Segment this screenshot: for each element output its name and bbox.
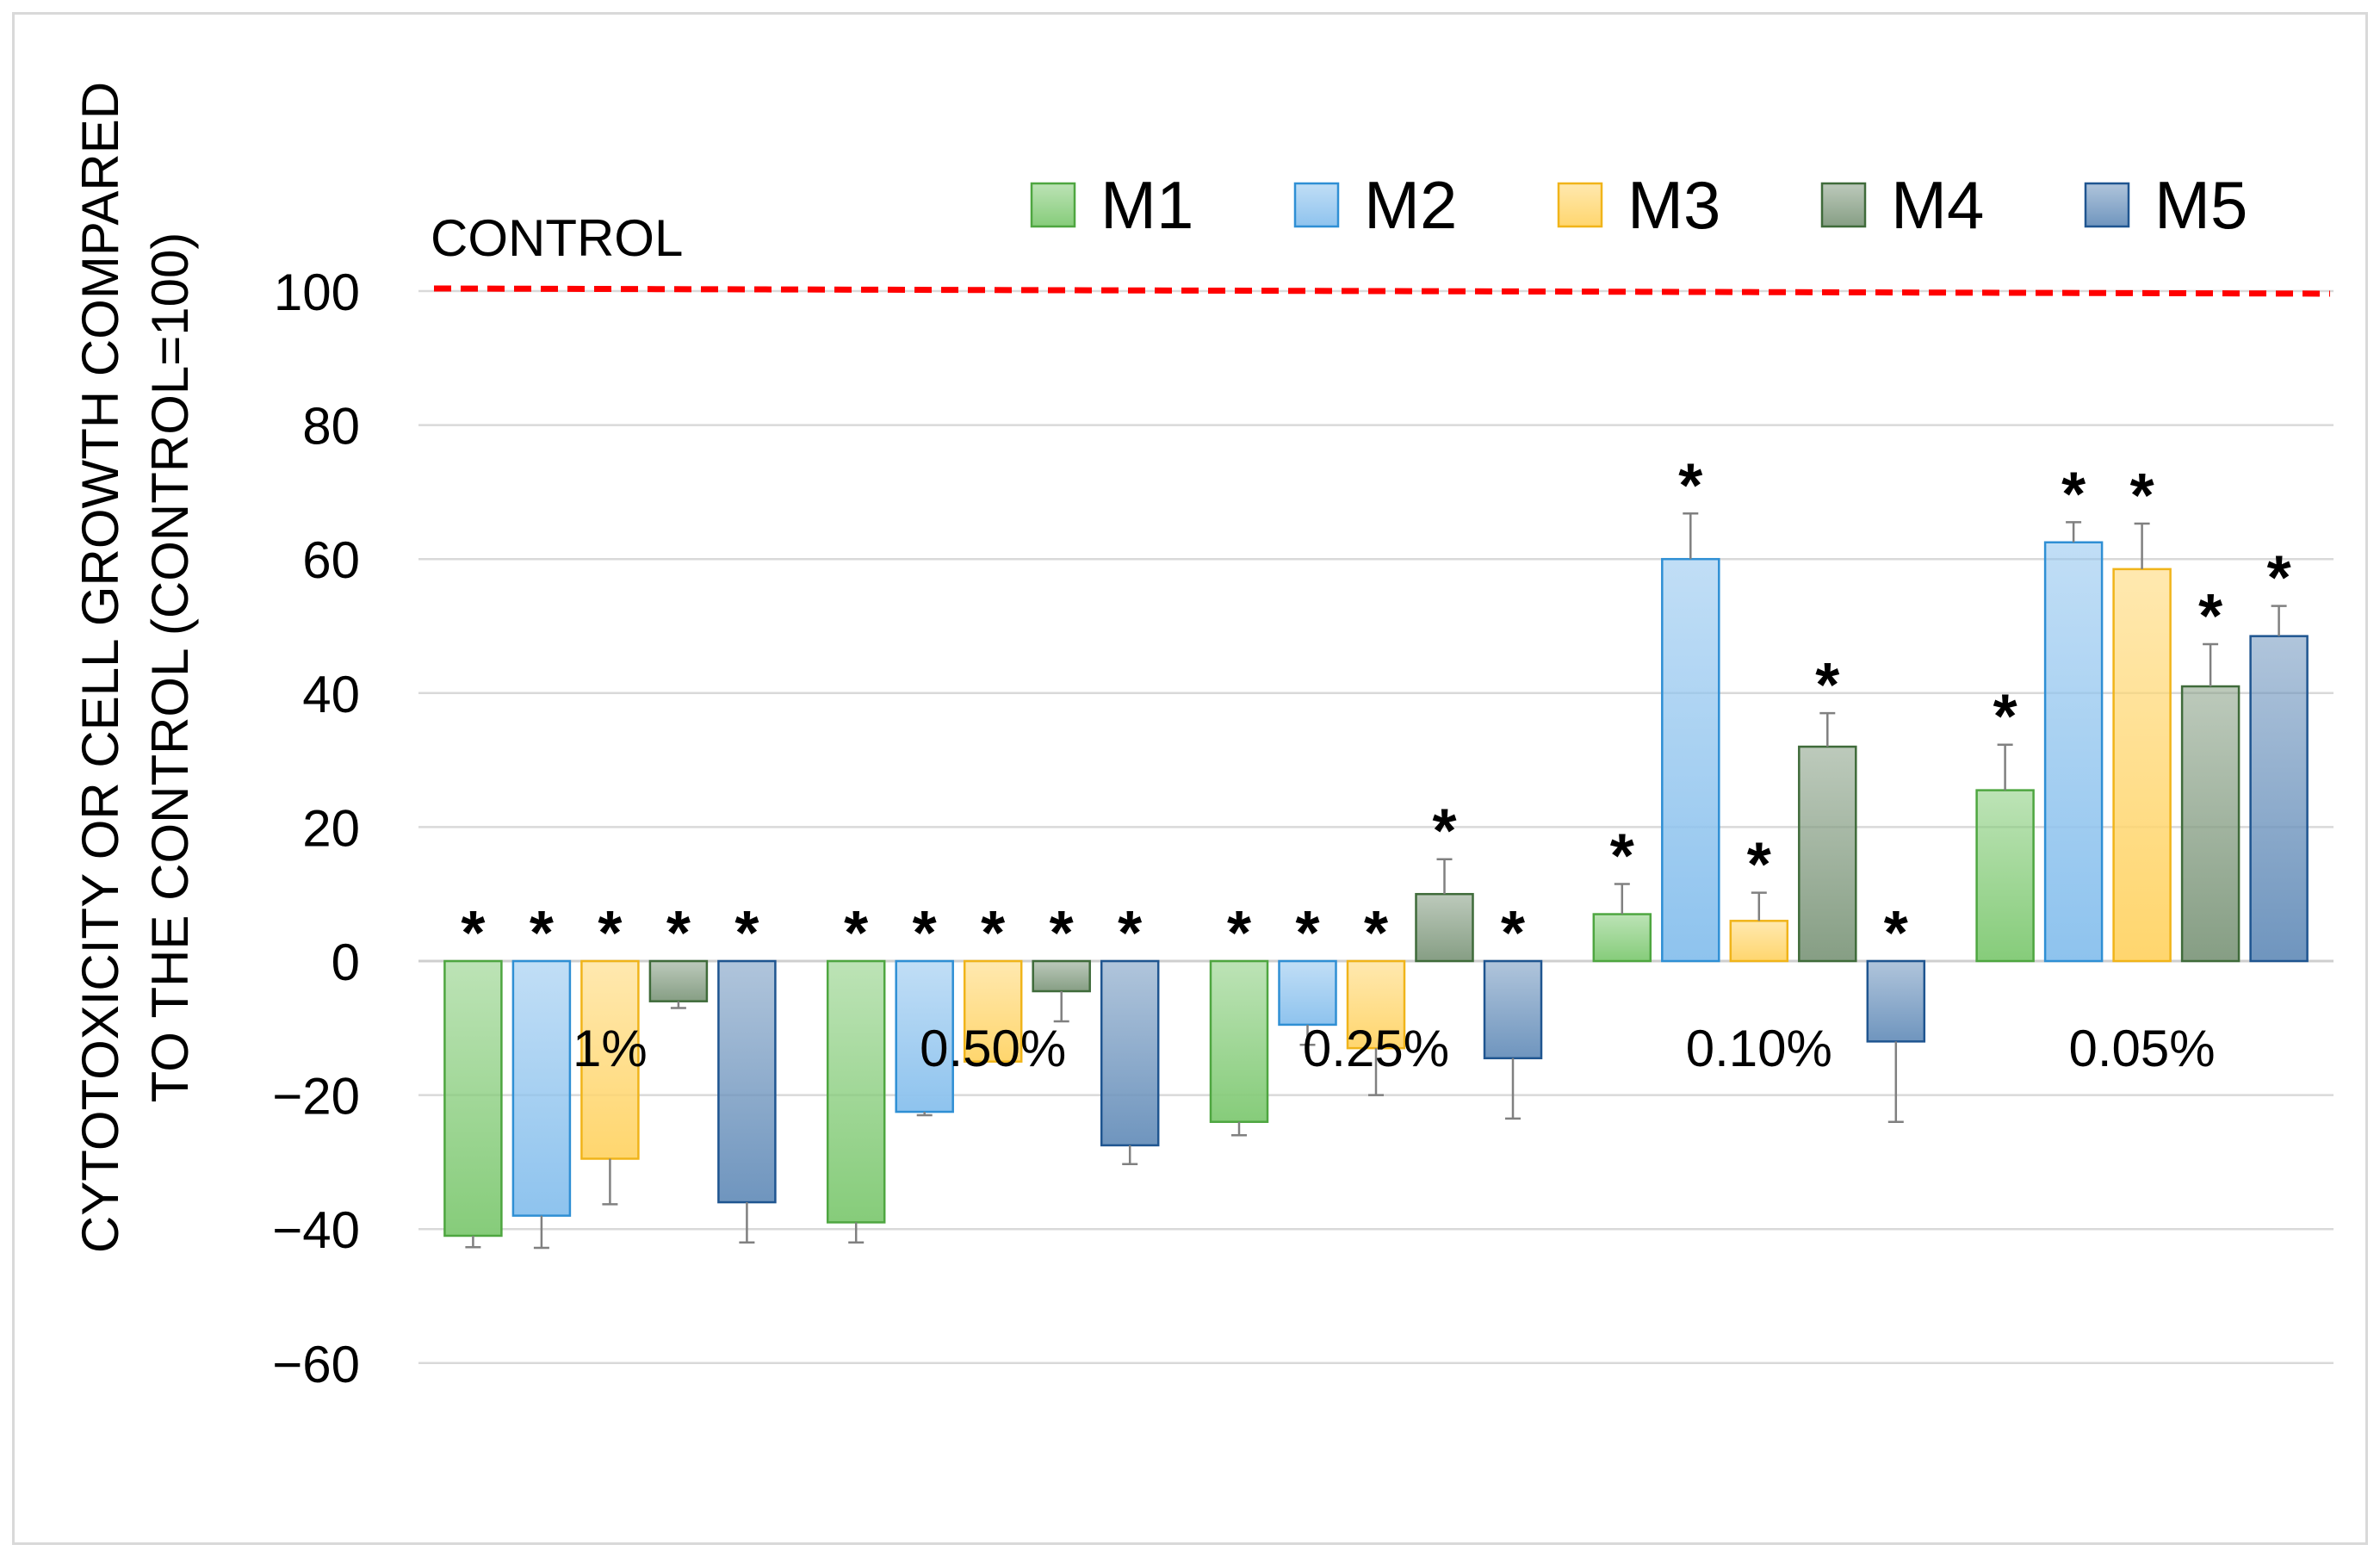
bar-m5: [2249, 635, 2309, 963]
bar-m2: [511, 959, 572, 1217]
y-axis-label: CYTOTOXICITY OR CELL GROWTH COMPARED TO …: [71, 82, 199, 1253]
chart-frame: [12, 12, 2368, 1545]
significance-marker: *: [461, 899, 485, 968]
y-tick-label: 60: [302, 531, 360, 589]
y-axis-label-line2: TO THE CONTROL (CONTROL=100): [141, 233, 199, 1103]
significance-marker: *: [1884, 899, 1908, 968]
significance-marker: *: [1432, 797, 1456, 866]
y-tick-label: −40: [272, 1201, 360, 1259]
significance-marker: *: [1118, 899, 1142, 968]
significance-marker: *: [1993, 683, 2017, 752]
significance-marker: *: [1747, 831, 1771, 900]
significance-marker: *: [844, 899, 868, 968]
significance-marker: *: [1050, 899, 1074, 968]
bar-m2: [2043, 541, 2104, 963]
y-axis-tick-labels: 100 80 60 40 20 0 −20 −40 −60: [272, 264, 360, 1393]
bar-m1: [1975, 789, 2035, 963]
category-label: 0.50%: [920, 1020, 1066, 1077]
significance-marker: *: [1501, 899, 1525, 968]
legend-label-m1: M1: [1100, 167, 1193, 243]
y-tick-label: 80: [302, 398, 360, 456]
bar-m3: [1729, 920, 1789, 963]
significance-marker: *: [2061, 460, 2086, 529]
significance-marker: *: [913, 899, 937, 968]
significance-marker: *: [1610, 822, 1634, 891]
bar-m1: [443, 959, 503, 1238]
significance-marker: *: [530, 899, 554, 968]
y-tick-label: 100: [274, 264, 360, 321]
bar-m4: [1798, 745, 1857, 963]
bar-m1: [1592, 913, 1652, 963]
error-bars: [465, 512, 2287, 1250]
significance-marker: *: [1364, 899, 1388, 968]
significance-marker: *: [1295, 899, 1319, 968]
bars: [443, 541, 2309, 1238]
bar-m2: [1661, 557, 1720, 963]
bar-m5: [1866, 959, 1926, 1043]
y-tick-label: −60: [272, 1336, 360, 1393]
y-tick-label: 40: [302, 666, 360, 723]
significance-marker: *: [2130, 462, 2154, 530]
control-label: CONTROL: [431, 209, 683, 267]
category-label: 1%: [573, 1020, 648, 1077]
bar-m5: [1483, 959, 1543, 1060]
bar-m3: [1346, 959, 1406, 1050]
significance-marker: *: [1815, 651, 1839, 720]
bar-m5: [717, 959, 777, 1204]
category-label: 0.25%: [1303, 1020, 1449, 1077]
category-label: 0.05%: [2069, 1020, 2216, 1077]
y-axis-label-line1: CYTOTOXICITY OR CELL GROWTH COMPARED: [71, 82, 129, 1253]
significance-markers: * * * * * * * * * * * * * * * * * * * * * * * * *: [461, 451, 2290, 968]
significance-marker: *: [734, 899, 759, 968]
legend-swatch-m3: [1557, 182, 1603, 228]
bar-m4: [1415, 892, 1474, 963]
legend-swatch-m2: [1293, 182, 1340, 228]
bar-m4: [2180, 685, 2241, 963]
category-label: 0.10%: [1686, 1020, 1832, 1077]
y-tick-label: 0: [332, 934, 360, 991]
bar-m1: [826, 959, 886, 1224]
bar-m3: [2112, 568, 2172, 963]
y-tick-label: 20: [302, 799, 360, 857]
control-line: [433, 285, 2331, 297]
significance-marker: *: [1678, 451, 1702, 520]
bar-m2: [1278, 959, 1337, 1027]
significance-marker: *: [981, 899, 1005, 968]
legend-swatch-m5: [2084, 182, 2130, 228]
legend-label-m5: M5: [2154, 167, 2247, 243]
significance-marker: *: [598, 899, 622, 968]
bar-m1: [1209, 959, 1269, 1123]
bar-m5: [1100, 959, 1160, 1147]
significance-marker: *: [2267, 544, 2291, 613]
y-tick-label: −20: [272, 1068, 360, 1126]
category-labels: 1% 0.50% 0.25% 0.10% 0.05%: [573, 1020, 2216, 1077]
legend-swatch-m4: [1820, 182, 1867, 228]
significance-marker: *: [1227, 899, 1251, 968]
legend-swatch-m1: [1030, 182, 1076, 228]
legend: M1 M2 M3 M4 M5: [1030, 167, 2247, 243]
legend-label-m2: M2: [1364, 167, 1457, 243]
legend-label-m3: M3: [1627, 167, 1720, 243]
significance-marker: *: [666, 899, 691, 968]
legend-label-m4: M4: [1891, 167, 1984, 243]
bar-m3: [963, 959, 1023, 1063]
control-line-group: CONTROL: [431, 209, 2331, 297]
significance-marker: *: [2198, 582, 2222, 651]
